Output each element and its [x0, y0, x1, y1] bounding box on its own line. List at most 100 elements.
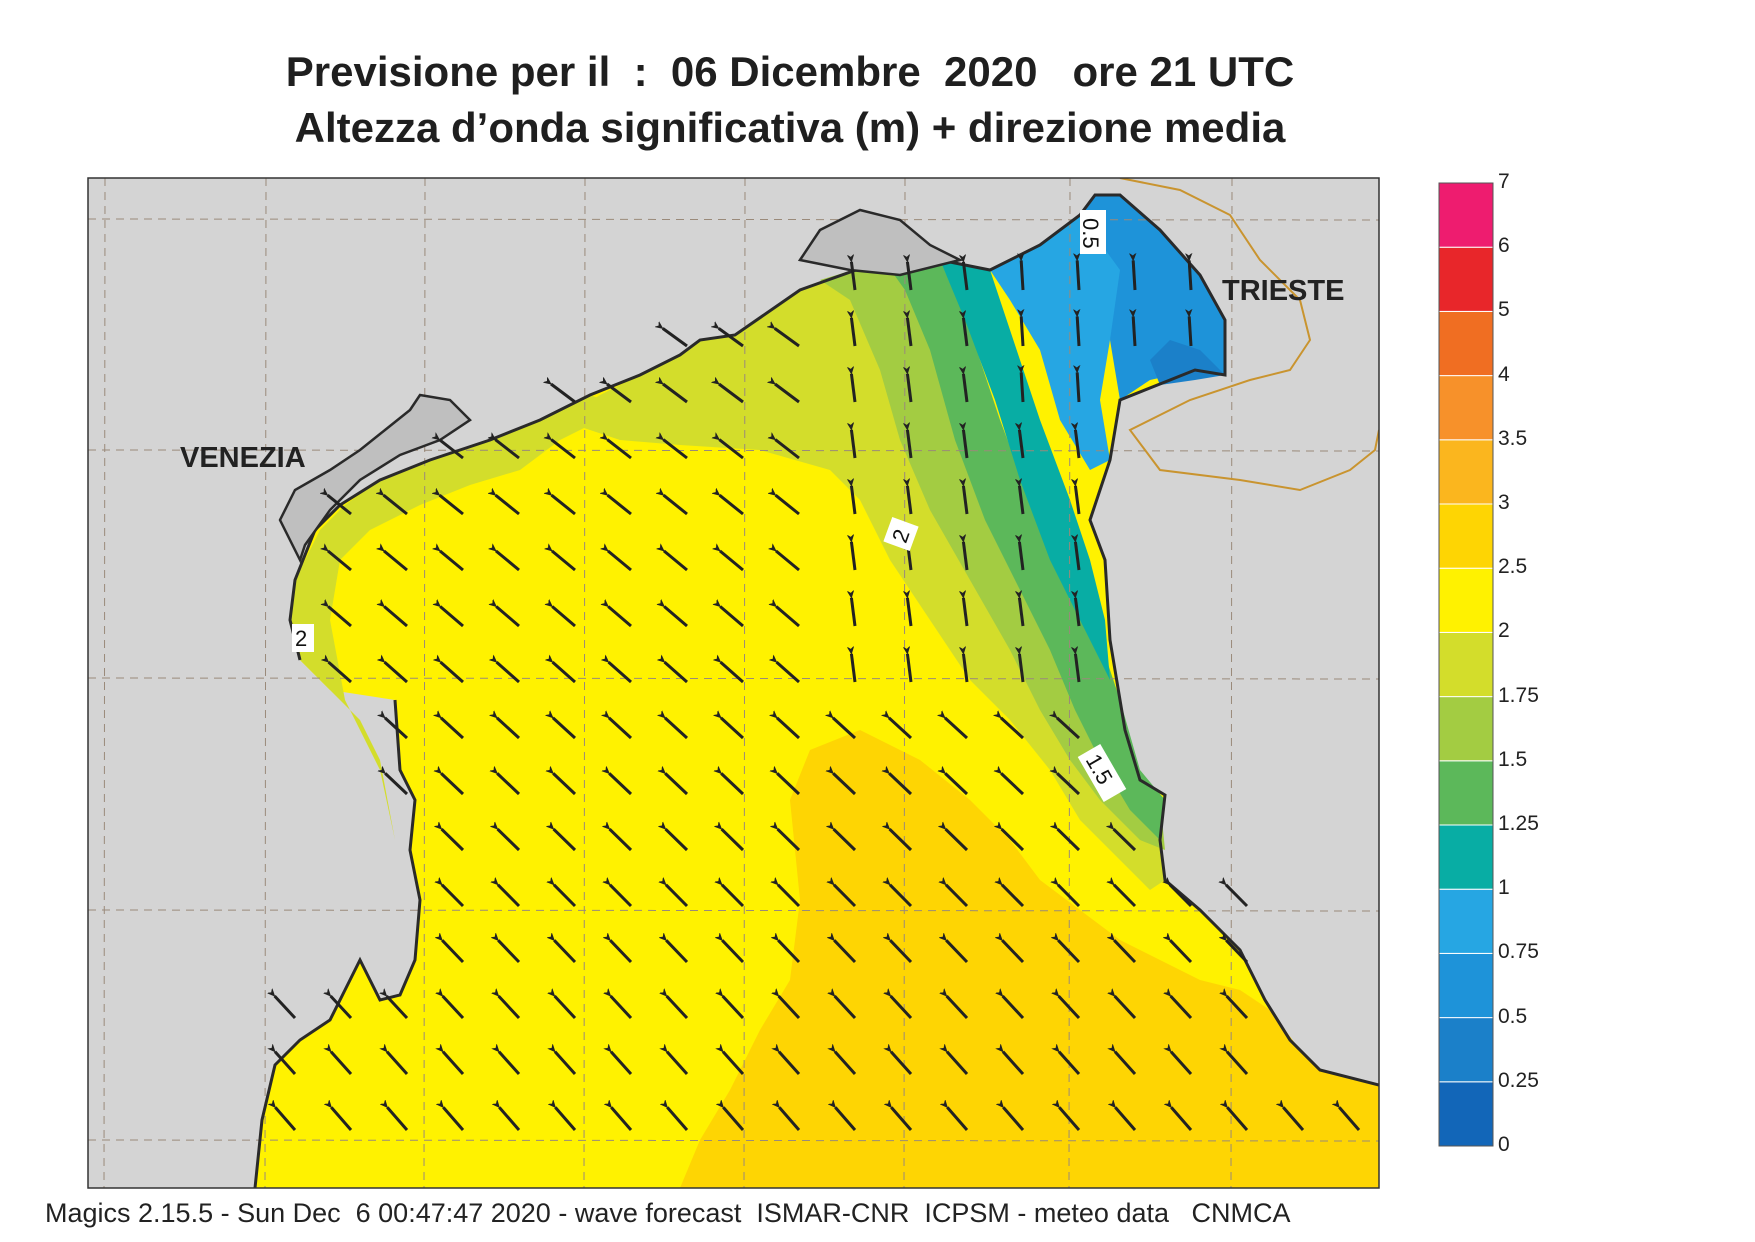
colorbar-tick-label: 2 — [1498, 619, 1510, 643]
wave-arrow — [851, 262, 857, 291]
wave-arrow — [963, 262, 969, 291]
wave-arrow — [963, 486, 969, 515]
wave-arrow — [1002, 885, 1025, 908]
wave-arrow — [1171, 1052, 1193, 1076]
wave-arrow — [553, 718, 577, 740]
wave-arrow — [328, 551, 352, 572]
wave-arrow — [496, 495, 520, 516]
wave-arrow — [439, 440, 464, 460]
wave-arrow — [775, 328, 800, 348]
wave-arrow — [777, 662, 800, 684]
wave-arrow — [1075, 486, 1081, 515]
wave-arrow — [1003, 996, 1025, 1020]
wave-arrow — [498, 829, 521, 852]
wave-arrow — [385, 718, 409, 740]
wave-arrow — [722, 940, 745, 964]
wave-arrow — [275, 996, 297, 1020]
colorbar-swatch — [1438, 246, 1494, 312]
wave-arrow — [963, 654, 969, 683]
grado-marano-lagoon — [797, 208, 964, 277]
wave-arrow — [1058, 829, 1081, 852]
wave-arrow — [720, 495, 744, 516]
wave-arrow — [721, 662, 744, 684]
wave-arrow — [1283, 1107, 1305, 1131]
wave-arrow — [442, 885, 465, 908]
wave-arrow — [551, 440, 576, 460]
wave-arrow — [1075, 654, 1081, 683]
wave-arrow — [1189, 316, 1191, 347]
wave-arrow — [1019, 430, 1025, 459]
wave-arrow — [499, 996, 521, 1020]
wave-arrow — [328, 606, 352, 628]
wave-arrow — [723, 1052, 745, 1076]
wave-arrow — [610, 885, 633, 908]
wave-arrow — [387, 1052, 409, 1076]
colorbar-tick-label: 7 — [1498, 170, 1510, 193]
wave-arrow — [1059, 1107, 1081, 1131]
wave-arrow — [496, 606, 520, 628]
wave-arrow — [1003, 1052, 1025, 1076]
wave-arrow — [907, 374, 913, 403]
wave-arrow — [1133, 260, 1135, 291]
wave-arrow — [275, 1052, 297, 1076]
wave-arrow — [851, 486, 857, 515]
wave-arrow — [719, 384, 744, 404]
band-0-75 — [990, 195, 1130, 470]
wave-arrow — [665, 773, 689, 796]
wave-arrow — [497, 773, 521, 796]
wave-arrow — [835, 1052, 857, 1076]
colorbar-swatch — [1438, 503, 1494, 569]
wave-arrow — [384, 551, 408, 572]
colorbar-tick-label: 1 — [1498, 876, 1510, 900]
wave-arrow — [851, 374, 857, 403]
wave-arrow — [1021, 372, 1023, 403]
wave-arrow — [385, 773, 409, 796]
map-frame — [87, 177, 1380, 1189]
wave-arrow — [963, 542, 969, 571]
colorbar-swatch — [1438, 182, 1494, 248]
wave-arrow — [963, 318, 969, 347]
wave-arrow — [442, 940, 465, 964]
colorbar-swatch — [1438, 888, 1494, 954]
wave-arrow — [777, 773, 801, 796]
wave-arrow — [947, 996, 969, 1020]
wave-direction-arrows — [275, 260, 1361, 1131]
wave-arrow — [1115, 1107, 1137, 1131]
wave-arrow — [1339, 1107, 1361, 1131]
wave-arrow — [833, 773, 857, 796]
wave-arrow — [722, 829, 745, 852]
wave-arrow — [834, 829, 857, 852]
wave-arrow — [1226, 940, 1249, 964]
wave-arrow — [890, 885, 913, 908]
wave-arrow — [1057, 718, 1081, 740]
wave-arrow — [891, 1107, 913, 1131]
wave-arrow — [1114, 940, 1137, 964]
wave-arrow — [665, 662, 688, 684]
colorbar-tick-label: 3.5 — [1498, 426, 1528, 450]
wave-arrow — [945, 718, 969, 740]
wave-arrow — [907, 318, 913, 347]
wave-arrow — [1170, 885, 1193, 908]
wave-arrow — [1002, 829, 1025, 852]
wave-arrow — [1115, 996, 1137, 1020]
wave-arrow — [552, 495, 576, 516]
wave-arrow — [331, 1052, 353, 1076]
wave-arrow — [608, 606, 632, 628]
wave-arrow — [1002, 940, 1025, 964]
wave-arrow — [610, 829, 633, 852]
colorbar-swatch — [1438, 631, 1494, 698]
wave-arrow — [555, 1052, 577, 1076]
wave-arrow — [963, 374, 969, 403]
wave-arrow — [555, 1107, 577, 1131]
colorbar-swatch — [1438, 760, 1494, 826]
wave-arrow — [385, 662, 408, 684]
wave-arrow — [498, 940, 521, 964]
wave-arrow — [720, 606, 744, 628]
wave-arrow — [608, 495, 632, 516]
wave-arrow — [609, 718, 633, 740]
wave-arrow — [328, 495, 352, 516]
wave-arrow — [664, 551, 688, 572]
wave-arrow — [1003, 1107, 1025, 1131]
wave-arrow — [440, 606, 464, 628]
